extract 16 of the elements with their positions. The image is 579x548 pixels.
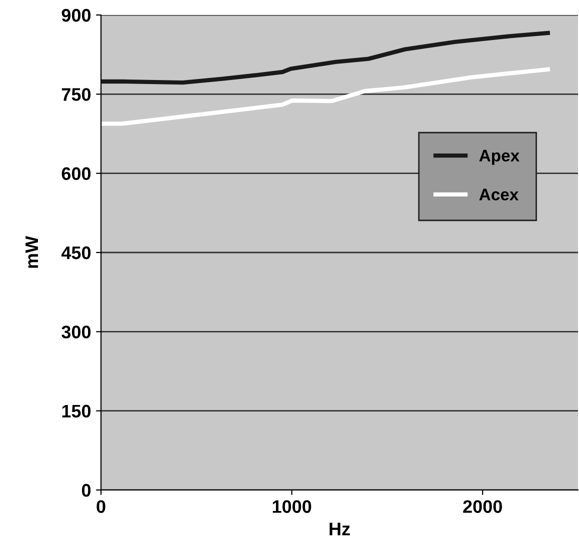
x-tick-label: 1000 xyxy=(272,500,312,513)
x-axis-title: Hz xyxy=(330,522,350,536)
y-tick-label: 600 xyxy=(62,167,91,180)
y-tick-label: 450 xyxy=(61,246,91,260)
y-tick-label: 300 xyxy=(62,326,91,338)
x-tick-label: 2000 xyxy=(463,500,502,513)
y-tick-label: 900 xyxy=(62,8,91,22)
y-tick-label: 150 xyxy=(62,404,91,418)
legend-label: Acex xyxy=(479,188,519,200)
y-tick-label: 750 xyxy=(62,88,91,101)
y-tick-label: 0 xyxy=(82,484,91,497)
legend-label: Apex xyxy=(479,150,520,165)
line-series xyxy=(101,30,550,85)
line-series xyxy=(101,67,550,126)
x-tick-label: 0 xyxy=(96,500,106,513)
y-axis-title: mW xyxy=(26,236,38,268)
